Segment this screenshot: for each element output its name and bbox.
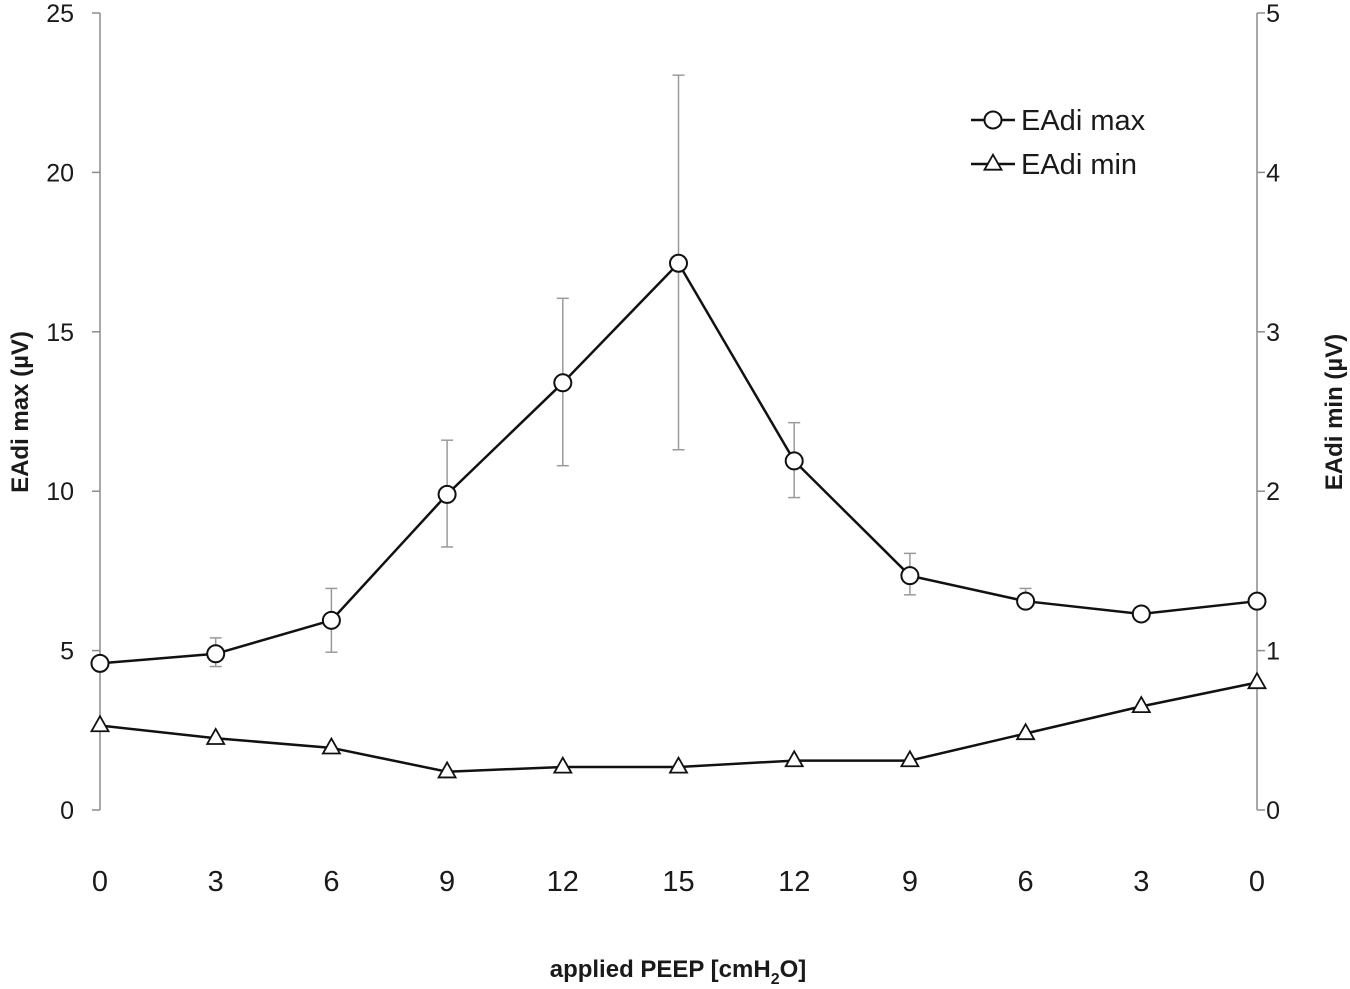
x-axis-title: applied PEEP [cmH2O] <box>550 956 807 984</box>
legend-label-eadi-max: EAdi max <box>1021 105 1146 137</box>
eadi-max-point <box>669 253 688 273</box>
data-markers <box>89 253 1268 779</box>
eadi-min-point <box>1015 722 1036 741</box>
y-left-tick-label: 20 <box>46 159 74 187</box>
eadi-min-point <box>668 755 689 774</box>
eadi-max-point <box>553 373 573 393</box>
eadi-max-point <box>1016 591 1036 611</box>
legend-label-eadi-min: EAdi min <box>1021 149 1137 181</box>
x-tick-label: 9 <box>902 866 918 898</box>
x-tick-label: 15 <box>662 866 694 898</box>
eadi-min-point <box>552 755 573 774</box>
eadi-max-point <box>900 566 920 586</box>
eadi-min-point <box>89 714 111 733</box>
x-tick-label: 12 <box>778 866 810 898</box>
y-right-tick-label: 2 <box>1266 478 1280 506</box>
x-tick-label: 3 <box>208 866 224 898</box>
y-right-tick-label: 4 <box>1266 159 1280 187</box>
x-tick-label: 0 <box>1249 866 1265 898</box>
eadi-max-point <box>90 653 110 673</box>
eadi-max-point <box>784 451 804 471</box>
y-left-tick-label: 15 <box>46 319 74 347</box>
y-left-tick-label: 10 <box>46 478 74 506</box>
eadi-min-point <box>784 749 805 768</box>
y-left-tick-label: 0 <box>60 797 74 825</box>
eadi-min-point <box>437 760 458 779</box>
y-right-tick-label: 3 <box>1266 319 1280 347</box>
x-tick-label: 9 <box>439 866 455 898</box>
eadi-max-point <box>437 484 457 504</box>
eadi-max-point <box>321 610 341 630</box>
x-tick-label: 12 <box>547 866 579 898</box>
legend-marker-eadi-min <box>982 152 1004 171</box>
eadi-min-point <box>205 727 226 745</box>
legend-marker-eadi-max <box>983 110 1003 130</box>
x-axis-title-subscript: 2 <box>771 971 780 984</box>
y-right-tick-label: 5 <box>1266 0 1280 28</box>
y-left-tick-label: 5 <box>60 638 74 666</box>
x-tick-label: 6 <box>1018 866 1034 898</box>
y-right-tick-label: 1 <box>1266 638 1280 666</box>
legend: EAdi max EAdi min <box>971 105 1146 181</box>
eadi-max-point <box>206 644 226 664</box>
x-tick-label: 6 <box>323 866 339 898</box>
x-tick-label: 0 <box>92 866 108 898</box>
y-left-tick-label: 25 <box>46 0 74 28</box>
eadi-min-point <box>321 736 342 755</box>
eadi-max-point <box>1131 604 1151 624</box>
eadi-max-point <box>1247 591 1267 611</box>
x-tick-label: 3 <box>1133 866 1149 898</box>
y-axis-right-title: EAdi min (µV) <box>1321 334 1348 491</box>
eadi-min-point <box>1246 671 1268 690</box>
eadi-min-point <box>1131 695 1152 713</box>
y-axis-left-title: EAdi max (µV) <box>7 331 34 493</box>
y-right-tick-label: 0 <box>1266 797 1280 825</box>
eadi-min-point <box>899 749 920 768</box>
